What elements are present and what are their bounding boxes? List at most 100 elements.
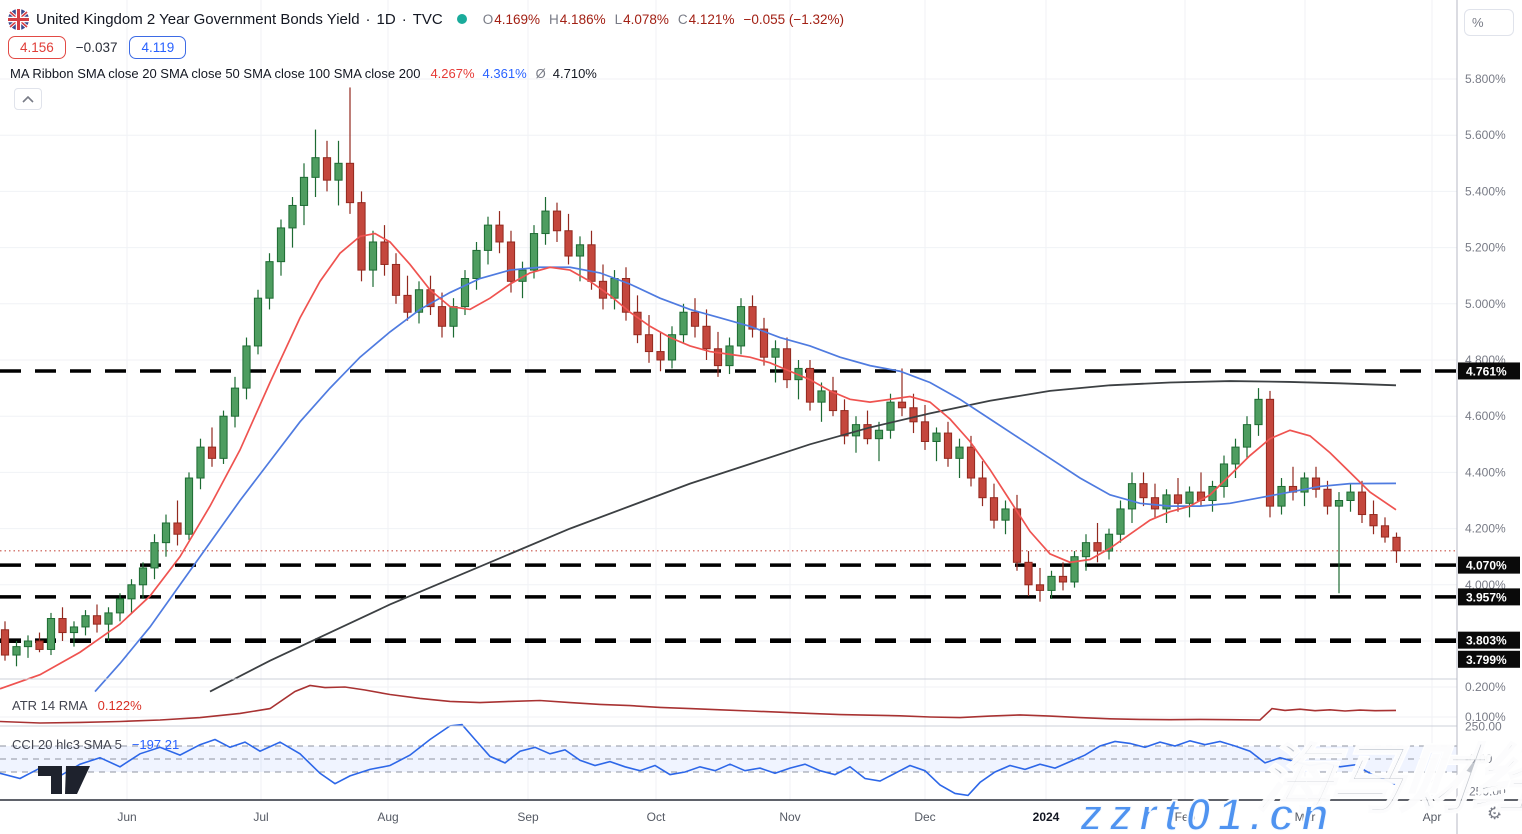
time-axis[interactable]: Jun Jul Aug Sep Oct Nov Dec 2024 Feb Mar Apr [117,810,1441,824]
candle-body [506,241,516,282]
candle-body [736,306,746,347]
candle-body [265,261,274,299]
candle-body [23,640,33,648]
level-tag-text: 3.957% [1466,590,1507,604]
price-tick-label: 4.000% [1465,578,1506,592]
candle-body [1254,398,1263,426]
ma-ribbon-legend[interactable]: MA Ribbon SMA close 20 SMA close 50 SMA … [10,66,597,81]
open-value: 4.169% [494,11,541,27]
sma200-value: 4.710% [552,66,597,81]
sma20-line [0,232,1397,690]
price-tick-label: 4.400% [1465,465,1506,479]
candle-body [1219,463,1229,487]
candle-body [759,328,769,358]
buy-price-button[interactable]: 4.119 [129,35,187,59]
cci-label[interactable]: CCI 20 hlc3 SMA 5 [12,737,122,752]
candle-body [311,157,320,178]
candle-body [495,224,504,243]
candle-body [564,230,573,257]
exchange-label[interactable]: TVC [412,10,443,28]
ma-ribbon-label[interactable]: MA Ribbon SMA close 20 SMA close 50 SMA … [10,66,421,81]
cci-legend[interactable]: CCI 20 hlc3 SMA 5 −197.21 [12,737,179,752]
collapse-indicator-button[interactable] [14,88,42,110]
month-label: Apr [1423,810,1442,824]
symbol-title[interactable]: United Kingdom 2 Year Government Bonds Y… [36,10,360,28]
candle-body [391,263,401,296]
symbol-separator2: · [401,10,407,28]
sma100-null-symbol: Ø [535,66,546,81]
candle-body [127,584,136,600]
symbol-legend[interactable]: United Kingdom 2 Year Government Bonds Y… [8,7,844,31]
candle-body [955,446,964,459]
candle-body [702,325,711,350]
candle-body [196,446,205,479]
level-tag-text: 4.070% [1466,559,1507,573]
cci-line [0,723,1397,797]
sma200-line [209,380,1397,693]
market-status-dot-icon[interactable] [456,14,467,24]
candle-body [1012,508,1022,563]
candle-body [1173,494,1183,504]
candle-body [81,615,90,628]
candle-body [909,407,918,423]
time-axis-settings-gear-icon[interactable]: ⚙ [1487,804,1503,823]
candle-body [322,157,332,181]
candles-series [0,87,1401,667]
candle-body [483,224,493,251]
atr-tick-label: 0.200% [1465,680,1506,694]
candle-body [184,477,194,535]
candle-body [334,162,343,181]
candle-body [115,598,125,614]
candle-body [587,244,596,282]
cci-tick-label: -250.00 [1465,785,1506,799]
atr-legend[interactable]: ATR 14 RMA 0.122% [12,698,142,713]
candle-body [1334,500,1344,507]
candle-body [219,415,228,459]
cci-pane [0,723,1457,797]
candle-body [1104,533,1114,552]
candle-body [782,348,792,381]
candle-body [644,334,654,353]
price-tick-label: 5.000% [1465,297,1506,311]
candle-body [242,345,251,389]
level-price-tag: 4.761% [1458,362,1520,380]
price-tick-label: 5.600% [1465,128,1506,142]
atr-value: 0.122% [97,698,142,713]
candle-body [253,297,263,347]
candle-body [828,390,838,412]
price-axis[interactable]: 5.800%5.600%5.400%5.200%5.000%4.800%4.60… [1465,72,1506,799]
candle-body [1001,508,1010,521]
candle-body [403,294,412,313]
candle-body [771,348,780,358]
candle-body [989,497,999,521]
candle-body [299,176,309,206]
level-tag-bg [1458,650,1520,668]
price-axis-unit-button[interactable]: % [1464,9,1514,36]
candle-body [380,241,389,265]
candle-body [472,249,481,280]
candle-body [679,311,688,336]
candle-body [943,432,953,459]
candle-body [0,629,10,656]
atr-tick-label: 0.100% [1465,710,1506,724]
candle-body [1162,494,1171,510]
candle-body [288,204,297,229]
candle-body [1035,584,1045,591]
candle-body [817,390,826,403]
level-price-tag: 3.803% [1458,631,1520,649]
price-tick-label: 5.800% [1465,72,1506,86]
candle-body [345,162,355,204]
symbol-separator: · [365,10,371,28]
open-label: O [482,11,494,27]
tradingview-logo[interactable] [38,764,94,801]
candle-body [932,432,941,442]
interval-label[interactable]: 1D [376,10,396,28]
candle-body [1265,398,1275,507]
cci-value: −197.21 [131,737,180,752]
tradingview-logo-icon [38,766,90,794]
sell-price-button[interactable]: 4.156 [8,35,66,59]
atr-label[interactable]: ATR 14 RMA [12,698,88,713]
month-label: Jul [253,810,268,824]
level-price-tag: 4.070% [1458,556,1520,574]
